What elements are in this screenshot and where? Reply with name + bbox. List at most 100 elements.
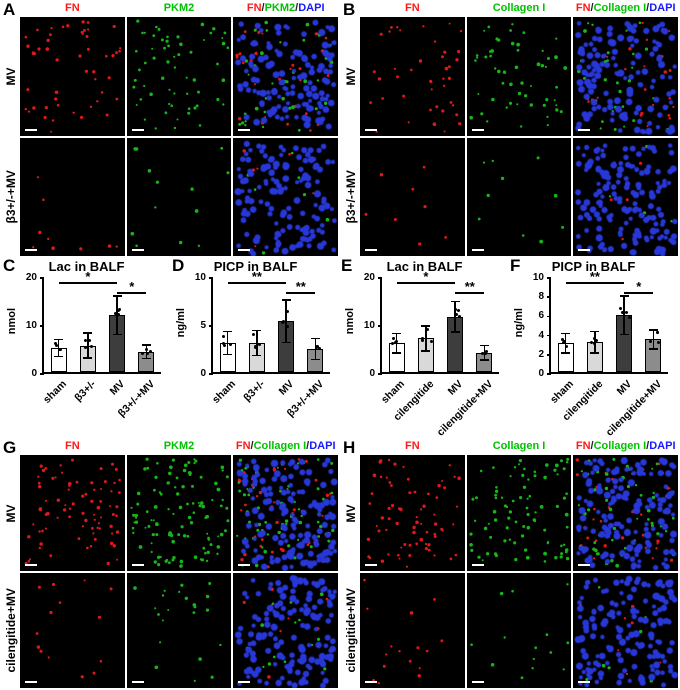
row-label: MV — [4, 504, 18, 523]
panel-letter: A — [3, 0, 16, 19]
row-label: cilengitide+MV — [344, 587, 358, 672]
row-label: β3+/-+MV — [344, 169, 358, 223]
green-signal-layer — [573, 17, 575, 19]
green-signal-layer — [127, 17, 129, 19]
scale-bar — [578, 249, 591, 251]
y-tick-label: 0 — [31, 368, 37, 379]
scale-bar — [471, 249, 484, 251]
column-header-part: / — [646, 440, 650, 452]
data-point — [114, 311, 118, 315]
x-tick-label: MV — [614, 378, 635, 398]
column-header-part: / — [306, 440, 310, 452]
data-point — [391, 342, 395, 346]
panel-letter: G — [3, 438, 17, 457]
data-point — [228, 343, 232, 347]
data-point — [84, 339, 88, 343]
micro-image — [466, 572, 572, 688]
red-signal-layer — [233, 573, 235, 575]
error-bar-cap — [141, 344, 151, 346]
data-point — [482, 351, 486, 355]
error-bar-cap — [450, 331, 460, 333]
plot-frame: nmol 0 10 20 sham β3+/- MV β3+/-+MV * * — [6, 270, 161, 419]
row-label: cilengitide+MV — [4, 587, 18, 672]
data-point — [53, 342, 57, 346]
data-point — [393, 341, 397, 345]
y-tick-mark — [547, 354, 551, 356]
panel-H: H MV cilengitide+MV FN Collagen I FN/Collagen… — [342, 438, 679, 688]
column-header-row: FN PKM2 FN/Collagen I/DAPI — [20, 440, 338, 453]
image-row — [20, 137, 339, 256]
error-bar-cap — [561, 332, 571, 335]
data-point — [281, 319, 285, 323]
panel-E-chart: E Lac in BALF nmol 0 10 20 sham cilengitide MV ci… — [340, 257, 509, 439]
data-point — [425, 328, 429, 332]
error-bar — [256, 330, 258, 356]
significance-line — [624, 292, 654, 294]
data-point — [485, 349, 489, 353]
column-header-part: Collagen I — [492, 440, 546, 452]
data-point — [84, 346, 88, 350]
plot-area: ng/ml 0 5 10 sham β3+/- MV β3+/-+MV ** ** — [175, 270, 330, 419]
micro-image — [360, 572, 465, 688]
scale-bar — [471, 681, 484, 683]
data-point — [144, 347, 148, 351]
row-label: MV — [344, 67, 358, 86]
data-point — [258, 342, 262, 346]
red-signal-layer — [360, 573, 362, 575]
micro-image — [126, 455, 232, 571]
scale-bar — [25, 563, 37, 566]
micro-image — [20, 455, 125, 571]
y-tick-mark — [209, 325, 213, 327]
column-header: FN/Collagen I/DAPI — [573, 440, 678, 453]
data-point — [457, 309, 461, 313]
data-point — [315, 344, 319, 348]
significance-line — [286, 292, 316, 294]
y-tick-label: 0 — [538, 368, 544, 379]
micro-image — [573, 137, 679, 256]
column-header-part: DAPI — [309, 440, 336, 452]
column-header: Collagen I — [467, 440, 572, 453]
panel-A: A MV β3+/-+MV FN PKM2 FN/PKM2/DAPI — [2, 0, 339, 256]
micro-image — [233, 137, 339, 256]
data-point — [223, 344, 227, 348]
scale-bar — [131, 249, 144, 251]
column-header-part: DAPI — [649, 440, 676, 452]
x-tick-label: MV — [276, 378, 297, 398]
data-point — [625, 310, 629, 314]
data-point — [656, 340, 660, 344]
error-bar-cap — [83, 332, 93, 334]
y-tick-mark — [547, 315, 551, 318]
scale-bar — [365, 563, 377, 566]
panel-letter: H — [343, 438, 356, 457]
column-header-part: FN — [246, 2, 262, 14]
micro-image — [573, 572, 679, 688]
column-header-part: Collagen I — [593, 2, 647, 14]
micro-image — [233, 572, 339, 688]
data-point — [57, 347, 61, 351]
dapi-nuclei-layer — [573, 17, 577, 21]
column-header-part: Collagen I — [492, 2, 546, 14]
row-label: MV — [344, 504, 358, 523]
dapi-nuclei-layer — [573, 138, 577, 142]
green-signal-layer — [467, 573, 469, 575]
data-point — [253, 345, 257, 349]
green-signal-layer — [573, 573, 575, 575]
scale-bar — [25, 249, 37, 251]
red-signal-layer — [360, 138, 362, 140]
y-tick-label: 2 — [538, 348, 544, 360]
column-header-part: FN — [405, 440, 420, 452]
chart-title: Lac in BALF — [386, 259, 463, 274]
plot-frame: nmol 0 10 20 sham cilengitide MV cilengitide+MV… — [344, 270, 499, 439]
significance-label: * — [85, 269, 91, 284]
scale-bar — [131, 563, 144, 566]
image-grid: FN Collagen I FN/Collagen I/DAPI — [360, 440, 679, 688]
significance-line — [117, 292, 147, 294]
plot-frame: ng/ml 0 2 4 6 8 10 sham cilengitide MV cilengitide… — [513, 270, 668, 439]
column-header-part: / — [590, 2, 594, 14]
red-signal-layer — [20, 455, 22, 457]
scale-bar — [578, 563, 591, 566]
error-bar-cap — [619, 295, 629, 297]
data-point — [593, 336, 597, 340]
red-signal-layer — [573, 455, 575, 457]
green-signal-layer — [233, 138, 235, 140]
